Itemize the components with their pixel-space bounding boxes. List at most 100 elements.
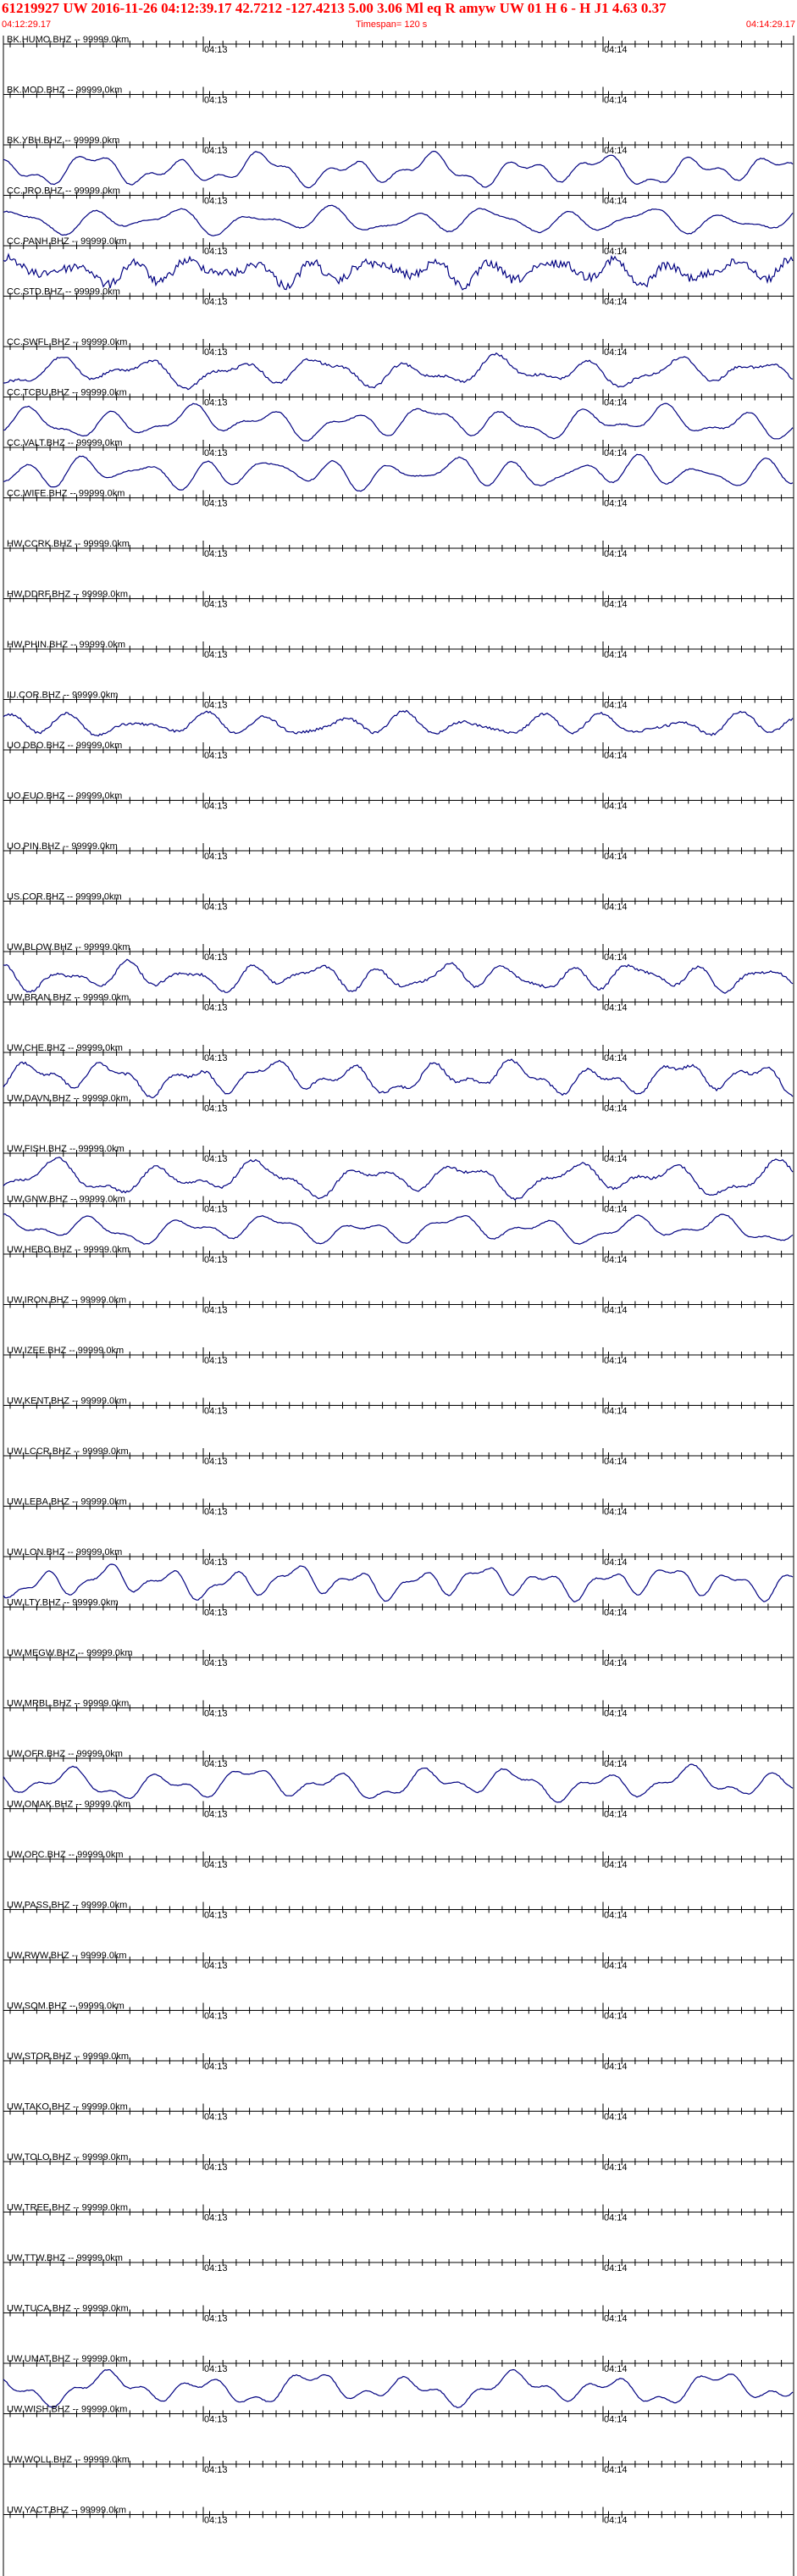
station-panel: 04:13 04:14 UW.IZEE.BHZ -- 99999.0km: [3, 1346, 794, 1366]
station-label: UW.LTY.BHZ -- 99999.0km: [7, 1598, 119, 1608]
waveform-trace: [3, 253, 794, 291]
station-label: CC.PANH.BHZ -- 99999.0km: [7, 236, 127, 247]
tick-label-0414: 04:14: [604, 2516, 628, 2526]
tick-label-0413: 04:13: [204, 2516, 228, 2526]
tick-label-0413: 04:13: [204, 1507, 228, 1518]
waveform-trace: [3, 453, 794, 492]
tick-label-0414: 04:14: [604, 96, 628, 106]
station-panel: 04:13 04:14 UW.LON.BHZ -- 99999.0km: [3, 1547, 794, 1603]
tick-label-0414: 04:14: [604, 2012, 628, 2022]
station-label: UO.DBO.BHZ -- 99999.0km: [7, 741, 122, 751]
station-label: UW.WOLL.BHZ -- 99999.0km: [7, 2455, 130, 2465]
station-panel: 04:13 04:14 UW.MEGW.BHZ -- 99999.0km: [3, 1648, 794, 1668]
tick-label-0414: 04:14: [604, 499, 628, 509]
tick-label-0413: 04:13: [204, 1911, 228, 1921]
waveform-trace: [3, 204, 794, 236]
tick-label-0413: 04:13: [204, 297, 228, 308]
station-label: UW.SQM.BHZ -- 99999.0km: [7, 2001, 125, 2012]
tick-label-0413: 04:13: [204, 1860, 228, 1870]
waveform-trace: [3, 1058, 794, 1099]
tick-label-0413: 04:13: [204, 1608, 228, 1618]
tick-label-0414: 04:14: [604, 1407, 628, 1417]
station-label: UW.LON.BHZ -- 99999.0km: [7, 1547, 122, 1557]
station-label: UW.HEBO.BHZ -- 99999.0km: [7, 1245, 130, 1255]
station-label: UW.PASS.BHZ -- 99999.0km: [7, 1901, 127, 1911]
station-label: UW.TOLO.BHZ -- 99999.0km: [7, 2152, 128, 2162]
tick-label-0413: 04:13: [204, 751, 228, 761]
tick-label-0413: 04:13: [204, 2364, 228, 2374]
station-label: UW.WISH.BHZ -- 99999.0km: [7, 2405, 127, 2415]
tick-label-0414: 04:14: [604, 45, 628, 55]
tick-label-0414: 04:14: [604, 1053, 628, 1063]
station-panel: 04:13 04:14 UW.TAKO.BHZ -- 99999.0km: [3, 2102, 794, 2123]
station-panel: 04:13 04:14 HW.PHIN.BHZ -- 99999.0km: [3, 640, 794, 660]
tick-label-0414: 04:14: [604, 297, 628, 308]
tick-label-0413: 04:13: [204, 448, 228, 458]
station-panel: 04:13 04:14 UW.HEBO.BHZ -- 99999.0km: [3, 1245, 794, 1265]
tick-label-0414: 04:14: [604, 2314, 628, 2324]
tick-label-0413: 04:13: [204, 2465, 228, 2475]
station-panel: 04:13 04:14 UW.OPC.BHZ -- 99999.0km: [3, 1850, 794, 1870]
tick-label-0414: 04:14: [604, 902, 628, 913]
station-panel: 04:13 04:14 UW.LCCR.BHZ -- 99999.0km: [3, 1446, 794, 1467]
station-label: CC.VALT.BHZ -- 99999.0km: [7, 438, 123, 448]
station-label: UW.UMAT.BHZ -- 99999.0km: [7, 2354, 128, 2364]
station-panel: 04:13 04:14 UW.GNW.BHZ -- 99999.0km: [3, 1195, 794, 1245]
tick-label-0414: 04:14: [604, 2112, 628, 2123]
waveform-trace: [3, 709, 794, 737]
end-time-label: 04:14:29.17: [745, 19, 795, 30]
tick-label-0414: 04:14: [604, 1154, 628, 1164]
station-panel: 04:13 04:14 UW.KENT.BHZ -- 99999.0km: [3, 1396, 794, 1417]
waveform-trace: [3, 2368, 794, 2409]
tick-label-0414: 04:14: [604, 2213, 628, 2223]
station-label: UO.EUO.BHZ -- 99999.0km: [7, 791, 122, 802]
station-panel: 04:13 04:14 CC.STD.BHZ -- 99999.0km: [3, 287, 794, 308]
station-label: UW.IRON.BHZ -- 99999.0km: [7, 1296, 126, 1306]
tick-label-0414: 04:14: [604, 650, 628, 660]
station-label: UW.RWW.BHZ -- 99999.0km: [7, 1951, 127, 1961]
tick-label-0414: 04:14: [604, 852, 628, 862]
tick-label-0414: 04:14: [604, 2465, 628, 2475]
tick-label-0413: 04:13: [204, 2314, 228, 2324]
tick-label-0413: 04:13: [204, 1356, 228, 1366]
station-panel: 04:13 04:14 UW.CHE.BHZ -- 99999.0km: [3, 1043, 794, 1099]
tick-label-0413: 04:13: [204, 1961, 228, 1971]
station-label: UW.TTW.BHZ -- 99999.0km: [7, 2253, 123, 2263]
station-panel: 04:13 04:14 CC.JRO.BHZ -- 99999.0km: [3, 186, 794, 236]
waveform-trace: [3, 1563, 794, 1603]
station-label: BK.YBH.BHZ -- 99999.0km: [7, 136, 119, 146]
tick-label-0414: 04:14: [604, 1860, 628, 1870]
tick-label-0414: 04:14: [604, 1507, 628, 1518]
station-panel: 04:13 04:14 IU.COR.BHZ -- 99999.0km: [3, 691, 794, 737]
station-panel: 04:13 04:14 UO.DBO.BHZ -- 99999.0km: [3, 741, 794, 761]
start-time-label: 04:12:29.17: [2, 19, 52, 30]
tick-label-0413: 04:13: [204, 650, 228, 660]
station-panel: 04:13 04:14 UW.OMAK.BHZ -- 99999.0km: [3, 1800, 794, 1820]
tick-label-0414: 04:14: [604, 1356, 628, 1366]
tick-label-0413: 04:13: [204, 2415, 228, 2425]
station-label: UO.PIN.BHZ -- 99999.0km: [7, 841, 118, 852]
tick-label-0413: 04:13: [204, 1557, 228, 1568]
station-label: UW.LEBA.BHZ -- 99999.0km: [7, 1497, 127, 1507]
station-label: UW.STOR.BHZ -- 99999.0km: [7, 2051, 129, 2062]
tick-label-0414: 04:14: [604, 1457, 628, 1467]
tick-label-0413: 04:13: [204, 96, 228, 106]
station-panel: 04:13 04:14 CC.TCBU.BHZ -- 99999.0km: [3, 388, 794, 441]
station-panel: 04:13 04:14 UW.BRAN.BHZ -- 99999.0km: [3, 993, 794, 1013]
tick-label-0413: 04:13: [204, 2062, 228, 2072]
station-label: UW.MEGW.BHZ -- 99999.0km: [7, 1648, 133, 1658]
tick-label-0414: 04:14: [604, 952, 628, 963]
station-panel: 04:13 04:14 UW.STOR.BHZ -- 99999.0km: [3, 2051, 794, 2072]
tick-label-0414: 04:14: [604, 1205, 628, 1215]
tick-label-0413: 04:13: [204, 852, 228, 862]
station-panel: 04:13 04:14 UW.TUCA.BHZ -- 99999.0km: [3, 2304, 794, 2324]
station-panel: 04:13 04:14 UW.WOLL.BHZ -- 99999.0km: [3, 2455, 794, 2475]
tick-label-0414: 04:14: [604, 2415, 628, 2425]
station-panel: 04:13 04:14 HW.CCRK.BHZ -- 99999.0km: [3, 539, 794, 559]
tick-label-0413: 04:13: [204, 197, 228, 207]
tick-label-0413: 04:13: [204, 2012, 228, 2022]
station-label: CC.WIFE.BHZ -- 99999.0km: [7, 489, 125, 499]
station-label: IU.COR.BHZ -- 99999.0km: [7, 691, 118, 701]
tick-label-0413: 04:13: [204, 600, 228, 610]
